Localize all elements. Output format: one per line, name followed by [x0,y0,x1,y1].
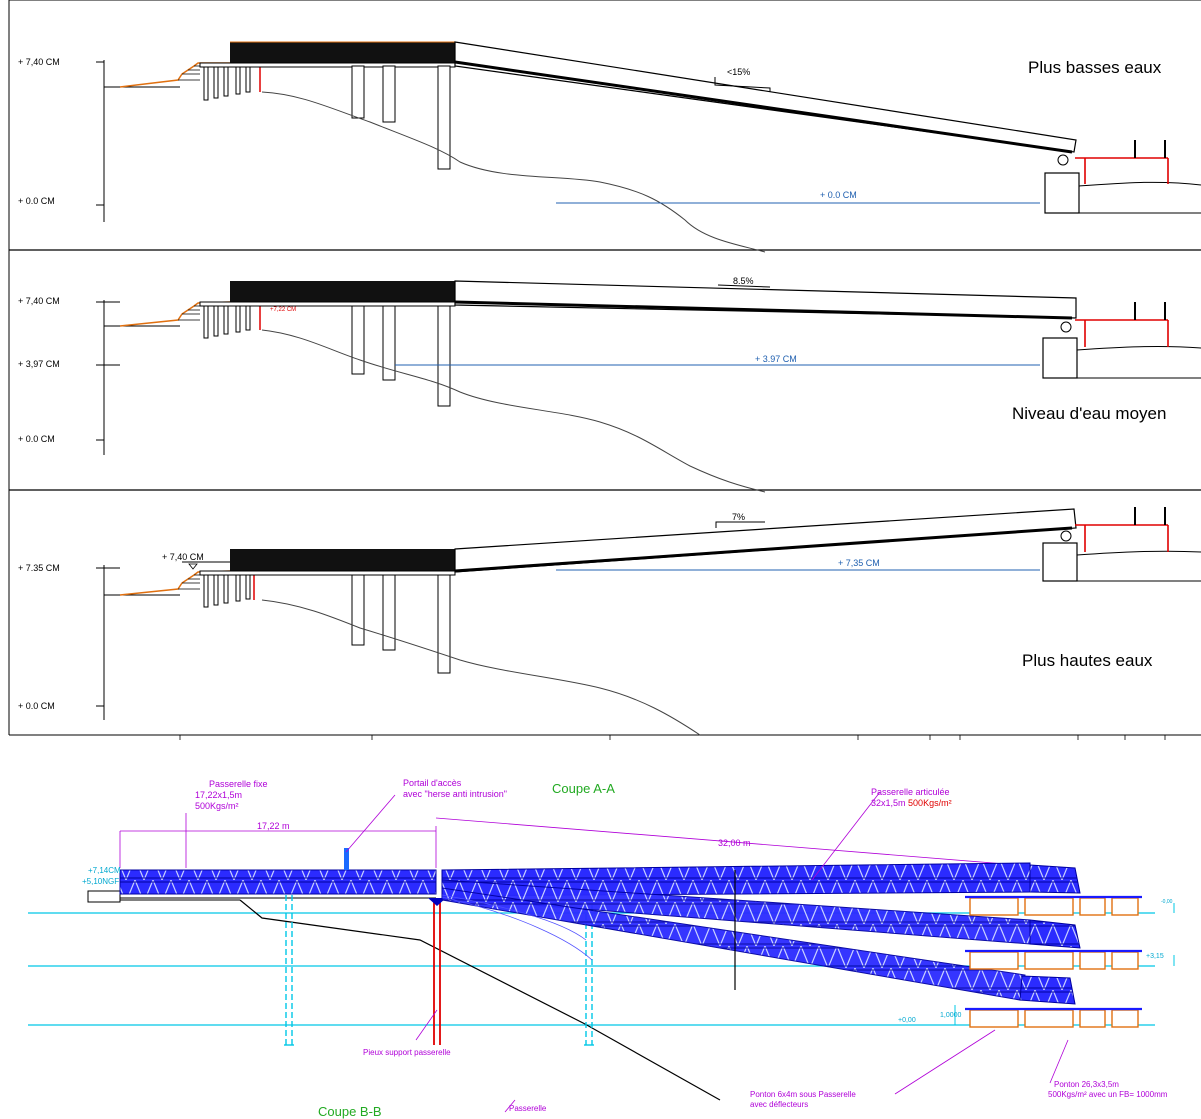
section-title: Coupe A-A [552,781,615,796]
big-ponton-label: Ponton 26,3x3,5m [1054,1080,1119,1089]
panel-title: Niveau d'eau moyen [1012,404,1166,423]
fixed-footbridge-size: 17,22x1,5m [195,790,242,800]
panel-high-water [96,507,1201,736]
big-ponton-sublabel: 500Kgs/m² avec un FB= 1000mm [1048,1090,1168,1099]
articulated-label: Passerelle articulée [871,787,950,797]
level-label: + 0.0 CM [18,434,55,444]
small-ponton-label: Ponton 6x4m sous Passerelle [750,1090,856,1099]
panel-title: Plus basses eaux [1028,58,1162,77]
panel-mean-water [96,280,1201,493]
panel-low-water [96,41,1201,253]
level-label: + 7,40 CM [18,296,60,306]
section-subtitle: Coupe B-B [318,1104,382,1119]
bottom-footbridge-label: Passerelle [509,1104,547,1113]
portal-label: Portail d'accès [403,778,462,788]
scale-ticks [179,735,1166,740]
fixed-dimension: 17,22 m [257,821,290,831]
slope-label: 7% [732,512,745,522]
water-level-label: + 0.0 CM [820,190,857,200]
articulated-dimension: 32,00 m [718,838,751,848]
portal-sublabel: avec "herse anti intrusion" [403,789,507,799]
left-level-ngf: +5,10NGF [82,877,119,886]
fixed-footbridge-load: 500Kgs/m² [195,801,239,811]
slope-label: <15% [727,67,750,77]
level-scale: 1,0000 [940,1012,962,1019]
panel-title: Plus hautes eaux [1022,651,1153,670]
panel-frames [8,0,1201,736]
level-right-low: +0,00 [898,1017,916,1024]
fixed-footbridge-label: Passerelle fixe [209,779,268,789]
articulated-size: 32x1,5m 500Kgs/m² [871,798,952,808]
level-right-top: -0,00 [1161,899,1173,905]
water-level-label: + 3.97 CM [755,354,797,364]
level-label: + 3,97 CM [18,359,60,369]
red-note: +7,22 CM [270,307,296,313]
level-label: + 0.0 CM [18,196,55,206]
level-label: + 7.35 CM [18,563,60,573]
top-level-label: + 7,40 CM [162,552,204,562]
level-label: + 7,40 CM [18,57,60,67]
water-level-label: + 7,35 CM [838,558,880,568]
piles-label: Pieux support passerelle [363,1048,451,1057]
section-a-a [28,791,1175,1113]
level-label: + 0.0 CM [18,701,55,711]
left-level-top: +7,14CM [88,866,121,875]
level-right-mid: +3,15 [1146,953,1164,960]
small-ponton-sublabel: avec déflecteurs [750,1100,808,1109]
slope-label: 8.5% [733,276,754,286]
